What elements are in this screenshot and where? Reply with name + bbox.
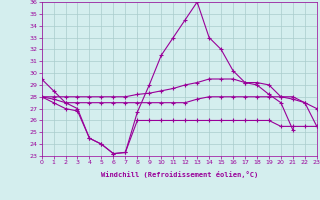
X-axis label: Windchill (Refroidissement éolien,°C): Windchill (Refroidissement éolien,°C) <box>100 171 258 178</box>
